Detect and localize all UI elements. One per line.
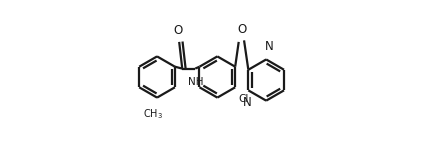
Text: Cl: Cl	[238, 94, 248, 104]
Text: N: N	[265, 40, 273, 53]
Text: NH: NH	[188, 77, 204, 87]
Text: N: N	[243, 96, 251, 109]
Text: O: O	[237, 23, 246, 36]
Text: O: O	[174, 24, 183, 36]
Text: CH$_3$: CH$_3$	[143, 107, 163, 121]
